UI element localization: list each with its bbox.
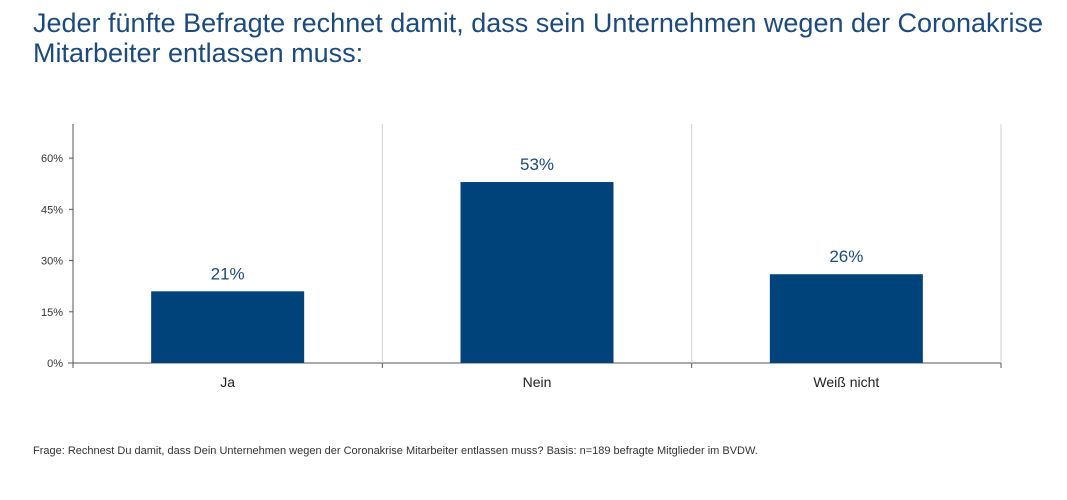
data-label: 26% bbox=[829, 247, 863, 266]
footnote: Frage: Rechnest Du damit, dass Dein Unte… bbox=[33, 445, 758, 457]
chart-title: Jeder fünfte Befragte rechnet damit, das… bbox=[33, 8, 1044, 68]
y-tick-label: 15% bbox=[41, 307, 63, 319]
y-tick-label: 30% bbox=[41, 256, 63, 268]
y-tick-label: 60% bbox=[41, 153, 63, 165]
category-label: Ja bbox=[220, 374, 235, 390]
data-label: 53% bbox=[520, 155, 554, 174]
data-label: 21% bbox=[211, 264, 245, 283]
category-label: Weiß nicht bbox=[813, 374, 879, 390]
bar bbox=[151, 291, 305, 363]
y-tick-label: 45% bbox=[41, 204, 63, 216]
bar bbox=[460, 182, 614, 363]
category-label: Nein bbox=[523, 374, 552, 390]
bar bbox=[769, 274, 923, 363]
y-tick-label: 0% bbox=[47, 358, 63, 370]
